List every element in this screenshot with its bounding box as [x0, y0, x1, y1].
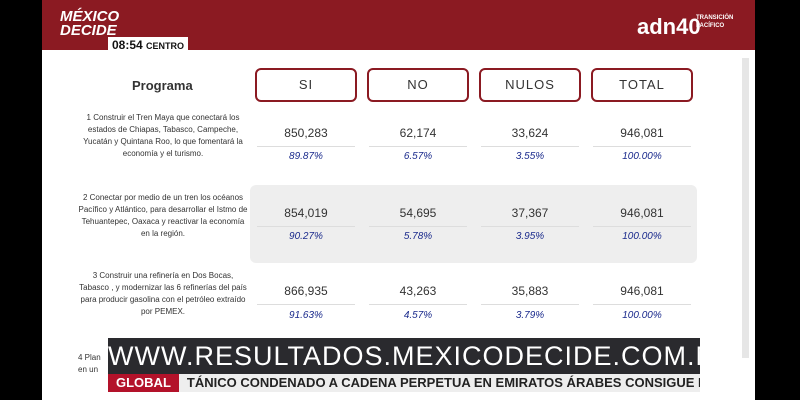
- vote-count: 54,695: [399, 206, 437, 220]
- separator: [593, 226, 691, 227]
- tag-text: TRANSICIÓN: [696, 15, 734, 21]
- separator: [481, 146, 579, 147]
- vote-percent: 3.55%: [515, 151, 545, 162]
- clock: 08:54 CENTRO: [108, 37, 189, 53]
- vote-percent: 90.27%: [289, 231, 323, 242]
- vote-percent: 5.78%: [403, 231, 433, 242]
- separator: [369, 146, 467, 147]
- vote-count: 946,081: [620, 206, 664, 220]
- program-text: 3 Construir una refinería en Dos Bocas, …: [79, 271, 247, 316]
- vote-count: 43,263: [399, 284, 437, 298]
- partial-text: en un: [78, 365, 99, 374]
- channel-tag: TRANSICIÓN PACÍFICO: [696, 14, 733, 30]
- vote-percent: 3.95%: [515, 231, 545, 242]
- vote-count: 62,174: [399, 126, 437, 140]
- time: 08:54: [112, 38, 143, 52]
- channel-logo: adn40: [637, 14, 701, 39]
- separator: [257, 226, 355, 227]
- column-header: SI: [255, 68, 357, 102]
- program-text: 2 Conectar por medio de un tren los océa…: [78, 193, 248, 238]
- logo-text: MÉXICO: [60, 8, 120, 25]
- vote-percent: 4.57%: [403, 310, 433, 321]
- vote-count: 37,367: [511, 206, 549, 220]
- ticker-text: TÁNICO CONDENADO A CADENA PERPETUA EN EM…: [186, 375, 700, 390]
- separator: [593, 304, 691, 305]
- vote-percent: 100.00%: [622, 231, 662, 242]
- url-banner: WWW.RESULTADOS.MEXICODECIDE.COM.MX: [108, 338, 737, 374]
- column-header: NULOS: [479, 68, 581, 102]
- separator: [369, 304, 467, 305]
- column-header: NO: [367, 68, 469, 102]
- column-header: Programa: [132, 78, 193, 93]
- ticker-tag: GLOBAL: [108, 374, 179, 392]
- logo: MÉXICO DECIDE: [60, 8, 120, 39]
- separator: [593, 146, 691, 147]
- column-header: TOTAL: [591, 68, 693, 102]
- vote-percent: 100.00%: [622, 310, 662, 321]
- ticker: GLOBAL TÁNICO CONDENADO A CADENA PERPETUA…: [108, 374, 700, 392]
- vote-count: 850,283: [284, 126, 328, 140]
- logo-text: DECIDE: [60, 22, 117, 39]
- vote-count: 866,935: [284, 284, 328, 298]
- vote-count: 35,883: [511, 284, 549, 298]
- separator: [481, 304, 579, 305]
- scrollbar[interactable]: [742, 58, 749, 358]
- vote-percent: 100.00%: [622, 151, 662, 162]
- separator: [481, 226, 579, 227]
- separator: [257, 304, 355, 305]
- vote-count: 946,081: [620, 284, 664, 298]
- row-highlight: [250, 185, 697, 263]
- vote-percent: 91.63%: [289, 310, 323, 321]
- separator: [257, 146, 355, 147]
- program-text: 1 Construir el Tren Maya que conectará l…: [83, 113, 243, 158]
- separator: [369, 226, 467, 227]
- partial-text: 4 Plan: [78, 353, 101, 362]
- vote-count: 33,624: [511, 126, 549, 140]
- tag-text: PACÍFICO: [696, 23, 725, 29]
- vote-percent: 6.57%: [403, 151, 433, 162]
- vote-percent: 89.87%: [289, 151, 323, 162]
- vote-percent: 3.79%: [515, 310, 545, 321]
- vote-count: 946,081: [620, 126, 664, 140]
- zone: CENTRO: [146, 41, 185, 51]
- vote-count: 854,019: [284, 206, 328, 220]
- partial-row: 4 Plan en un: [78, 352, 108, 376]
